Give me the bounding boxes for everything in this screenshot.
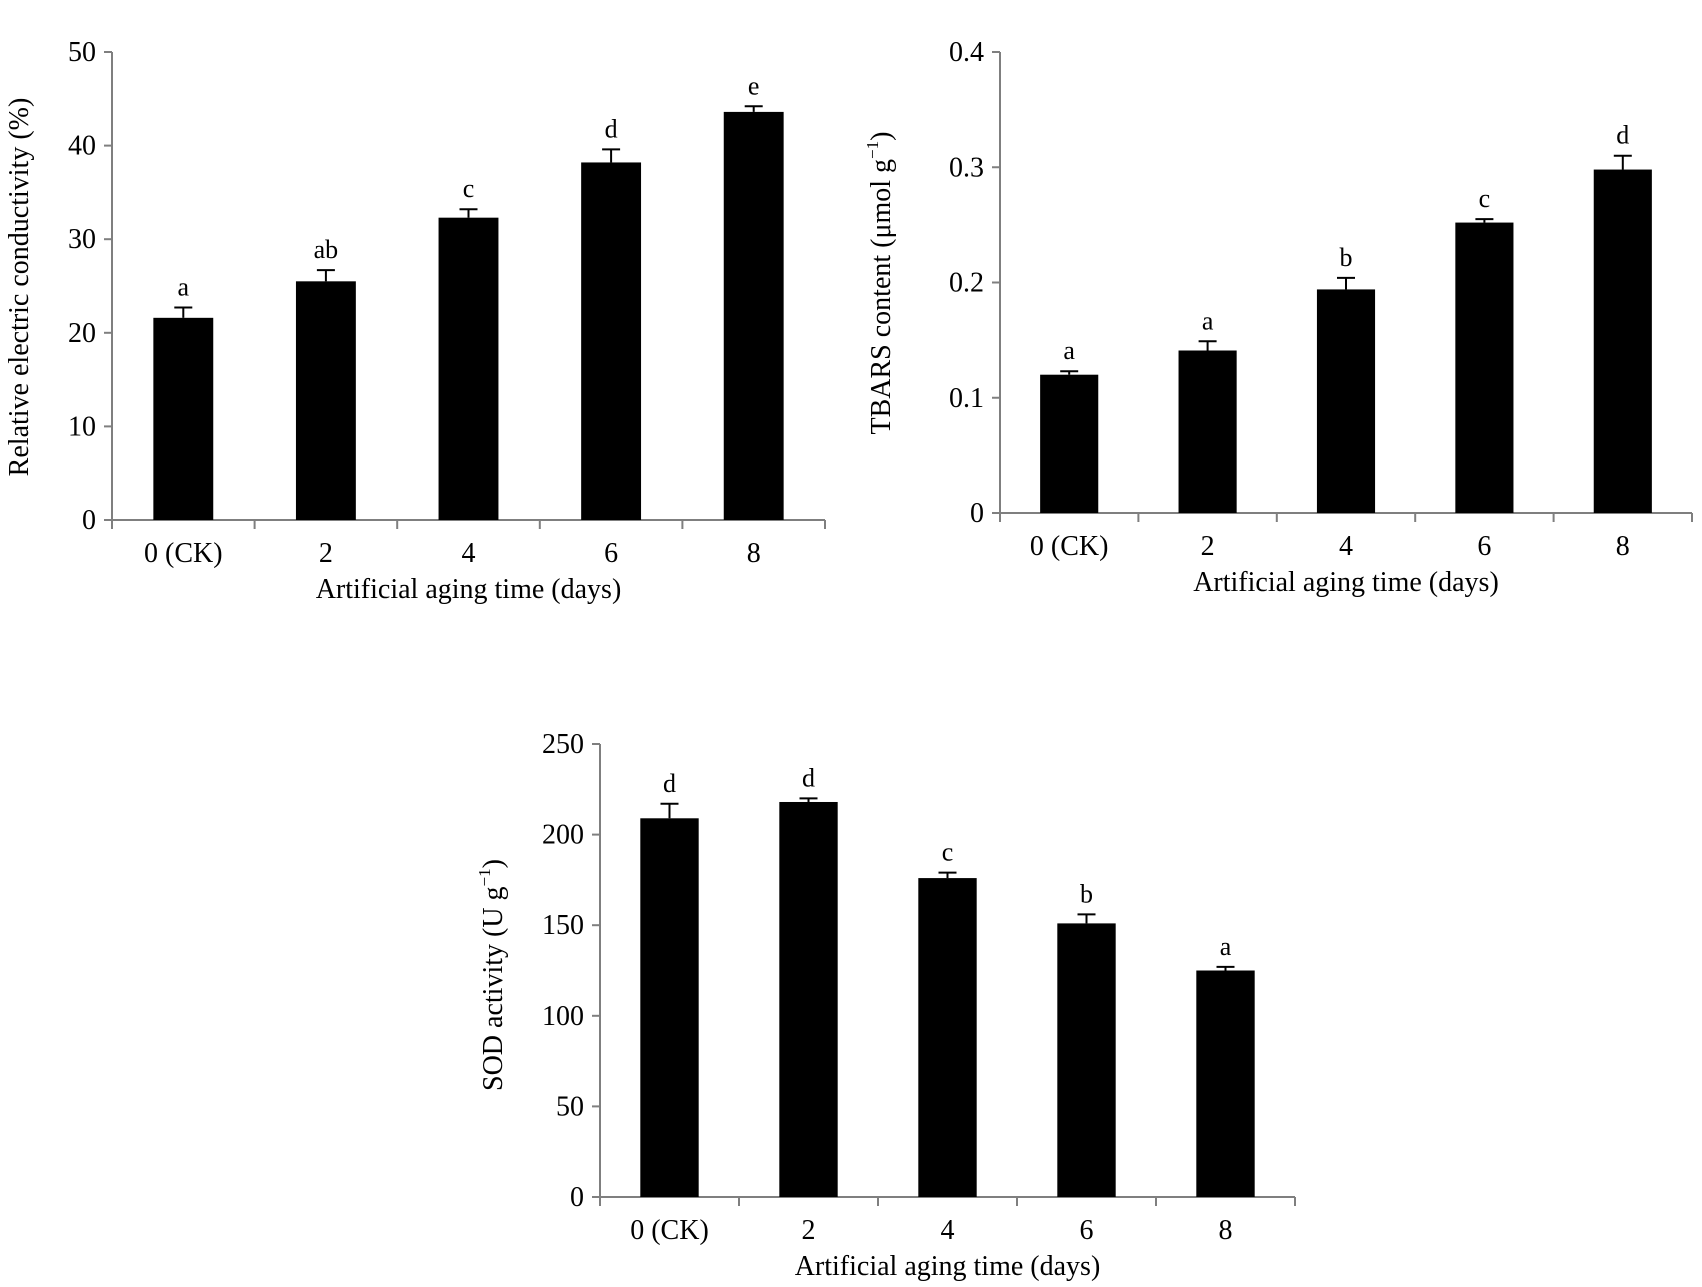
- y-axis-title-superscript: −1: [863, 141, 882, 159]
- x-axis-title: Artificial aging time (days): [1193, 567, 1499, 598]
- y-axis-title-tail: ): [478, 859, 509, 868]
- significance-label: b: [1080, 879, 1093, 908]
- chart-conductivity: 0 10 20 30 40 50 a 0 (CK) ab 2 c 4 d 6 e 8 Artificial ag…: [4, 37, 826, 605]
- significance-label: a: [1202, 306, 1214, 335]
- y-axis-title-tail: ): [866, 132, 897, 141]
- bar: [1316, 289, 1376, 513]
- bar: [1178, 350, 1237, 513]
- y-tick-label: 50: [68, 37, 96, 68]
- y-tick-label: 0.4: [949, 37, 984, 68]
- x-tick-label: 2: [802, 1215, 816, 1246]
- y-tick-label: 0.3: [949, 152, 984, 183]
- x-axis-title: Artificial aging time (days): [795, 1251, 1101, 1282]
- y-tick-label: 0.1: [949, 383, 984, 414]
- y-axis-title: SOD activity (U g−1): [475, 859, 509, 1091]
- x-tick-label: 2: [319, 538, 333, 569]
- x-tick-label: 2: [1201, 531, 1215, 562]
- y-tick-label: 0: [570, 1182, 584, 1213]
- significance-label: d: [663, 769, 676, 798]
- x-tick-label: 6: [1080, 1215, 1094, 1246]
- significance-label: d: [605, 114, 618, 143]
- x-axis-title: Artificial aging time (days): [316, 574, 622, 605]
- x-tick-label: 4: [941, 1215, 955, 1246]
- x-tick-label: 0 (CK): [630, 1215, 709, 1246]
- bar: [1057, 923, 1116, 1197]
- significance-label: b: [1340, 243, 1353, 272]
- y-axis-title: TBARS content (μmol g−1): [863, 132, 897, 435]
- x-tick-label: 6: [1477, 531, 1491, 562]
- x-tick-label: 8: [1616, 531, 1630, 562]
- significance-label: a: [1220, 932, 1232, 961]
- x-tick-label: 8: [747, 538, 761, 569]
- chart-tbars: 0 0.1 0.2 0.3 0.4 a 0 (CK) a 2 b 4 c 6 d 8 Artificial a…: [863, 37, 1693, 598]
- bar: [640, 818, 699, 1197]
- y-tick-label: 150: [542, 910, 584, 941]
- y-tick-label: 40: [68, 131, 96, 162]
- y-tick-label: 50: [556, 1091, 584, 1122]
- y-axis-title: Relative electric conductivity (%): [4, 98, 35, 477]
- significance-label: a: [1063, 336, 1075, 365]
- bar: [1196, 970, 1255, 1197]
- significance-label: ab: [314, 235, 339, 264]
- x-tick-label: 0 (CK): [144, 538, 223, 569]
- bar: [779, 801, 838, 1197]
- significance-label: a: [178, 273, 190, 302]
- significance-label: c: [463, 174, 475, 203]
- bar: [153, 317, 214, 520]
- x-tick-label: 4: [462, 538, 476, 569]
- bar: [1593, 169, 1652, 513]
- bar: [1455, 222, 1514, 513]
- y-tick-label: 0.2: [949, 268, 984, 299]
- significance-label: d: [802, 763, 815, 792]
- significance-label: e: [748, 71, 760, 100]
- bar: [438, 217, 499, 520]
- bar: [1040, 374, 1099, 513]
- significance-label: c: [942, 838, 954, 867]
- bar: [723, 111, 784, 521]
- bar: [918, 878, 977, 1197]
- chart-sod: 0 50 100 150 200 250 d 0 (CK) d 2 c 4 b 6 a 8 Artificial…: [475, 729, 1296, 1282]
- significance-label: d: [1616, 121, 1629, 150]
- x-tick-label: 6: [604, 538, 618, 569]
- x-tick-label: 0 (CK): [1030, 531, 1109, 562]
- significance-label: c: [1479, 184, 1491, 213]
- y-tick-label: 0: [82, 505, 96, 536]
- y-tick-label: 250: [542, 729, 584, 760]
- y-tick-label: 100: [542, 1001, 584, 1032]
- y-tick-label: 0: [970, 498, 984, 529]
- x-tick-label: 8: [1219, 1215, 1233, 1246]
- y-axis-title-superscript: −1: [475, 868, 494, 886]
- x-tick-label: 4: [1339, 531, 1353, 562]
- y-tick-label: 200: [542, 820, 584, 851]
- y-tick-label: 20: [68, 318, 96, 349]
- bar: [581, 162, 642, 520]
- bar: [295, 281, 356, 520]
- y-tick-label: 10: [68, 411, 96, 442]
- y-tick-label: 30: [68, 224, 96, 255]
